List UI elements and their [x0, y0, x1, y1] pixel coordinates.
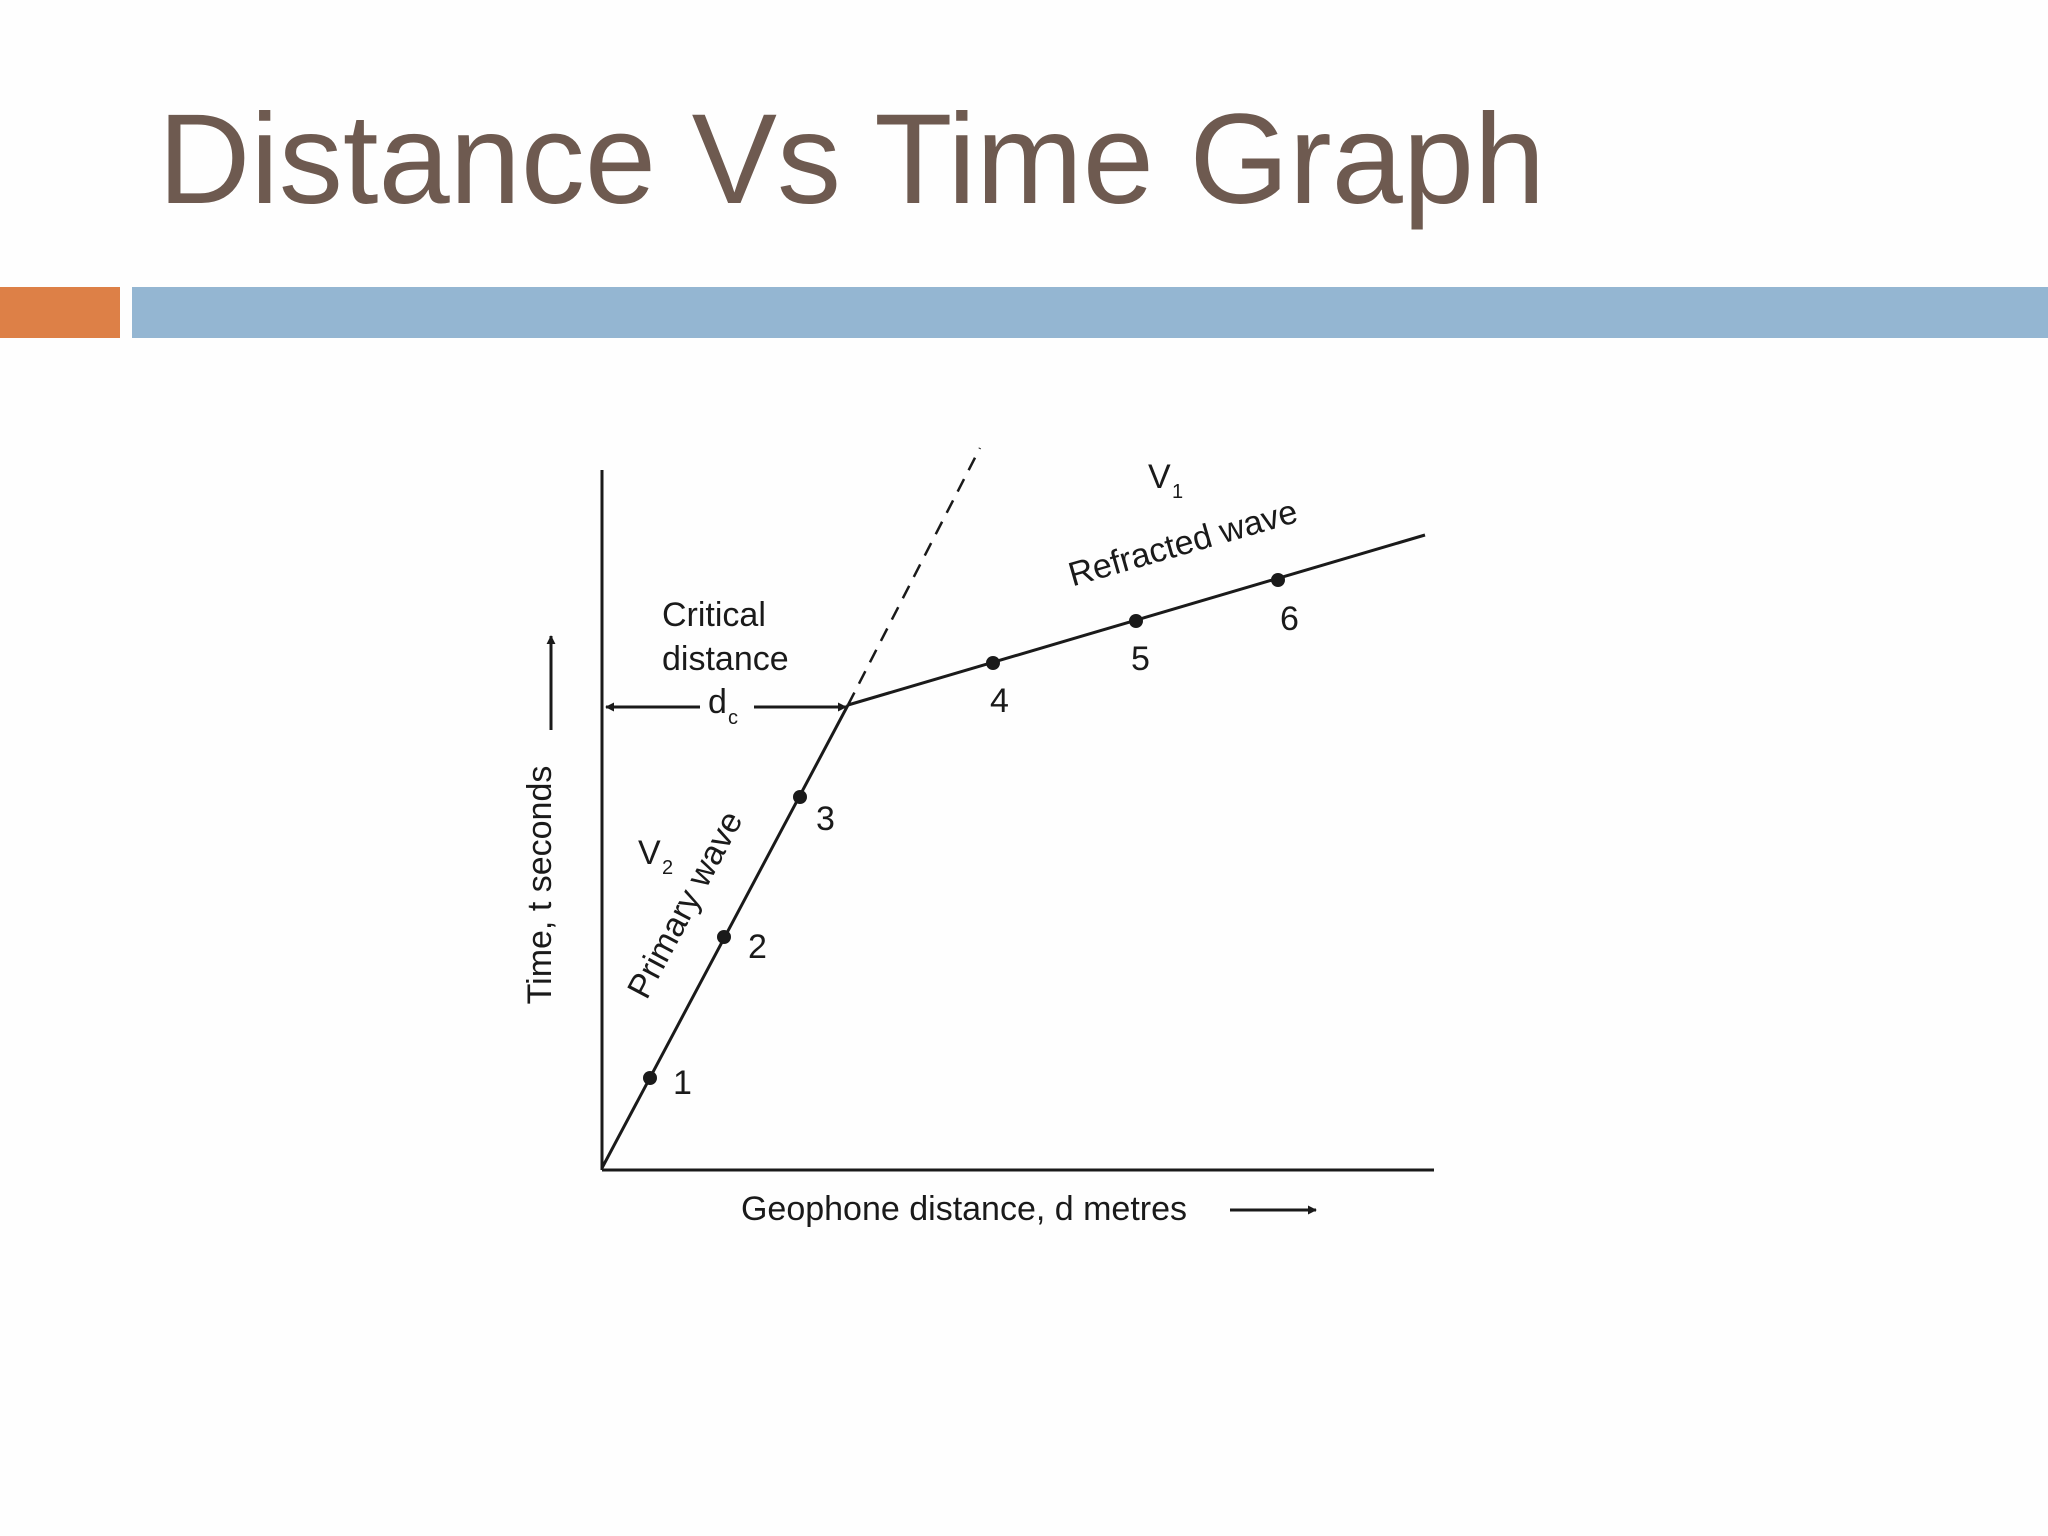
point-3: [793, 790, 807, 804]
critical-distance-label-line1: Critical: [662, 596, 766, 634]
point-2: [717, 930, 731, 944]
primary-velocity-label: V: [638, 834, 661, 872]
point-6-label: 6: [1280, 600, 1299, 638]
y-axis-label: Time, t seconds: [521, 766, 559, 1005]
point-5: [1129, 614, 1143, 628]
point-1-label: 1: [673, 1064, 692, 1102]
slide-title: Distance Vs Time Graph: [158, 88, 1546, 231]
refracted-velocity-sub: 1: [1172, 481, 1183, 503]
header-bar: [132, 287, 2048, 338]
point-1: [643, 1071, 657, 1085]
primary-wave-extension: [846, 447, 982, 706]
critical-distance-symbol-sub: c: [728, 707, 738, 729]
accent-bar: [0, 287, 120, 338]
refracted-wave-label: Refracted wave: [1064, 493, 1302, 595]
point-4: [986, 656, 1000, 670]
point-2-label: 2: [748, 928, 767, 966]
point-6: [1271, 573, 1285, 587]
refracted-velocity-label: V: [1148, 458, 1171, 496]
primary-velocity-sub: 2: [662, 857, 673, 879]
point-4-label: 4: [990, 682, 1009, 720]
point-3-label: 3: [816, 800, 835, 838]
critical-distance-label-line2: distance: [662, 640, 789, 678]
critical-distance-symbol: d: [708, 683, 727, 721]
x-axis-label: Geophone distance, d metres: [741, 1190, 1187, 1228]
point-5-label: 5: [1131, 640, 1150, 678]
